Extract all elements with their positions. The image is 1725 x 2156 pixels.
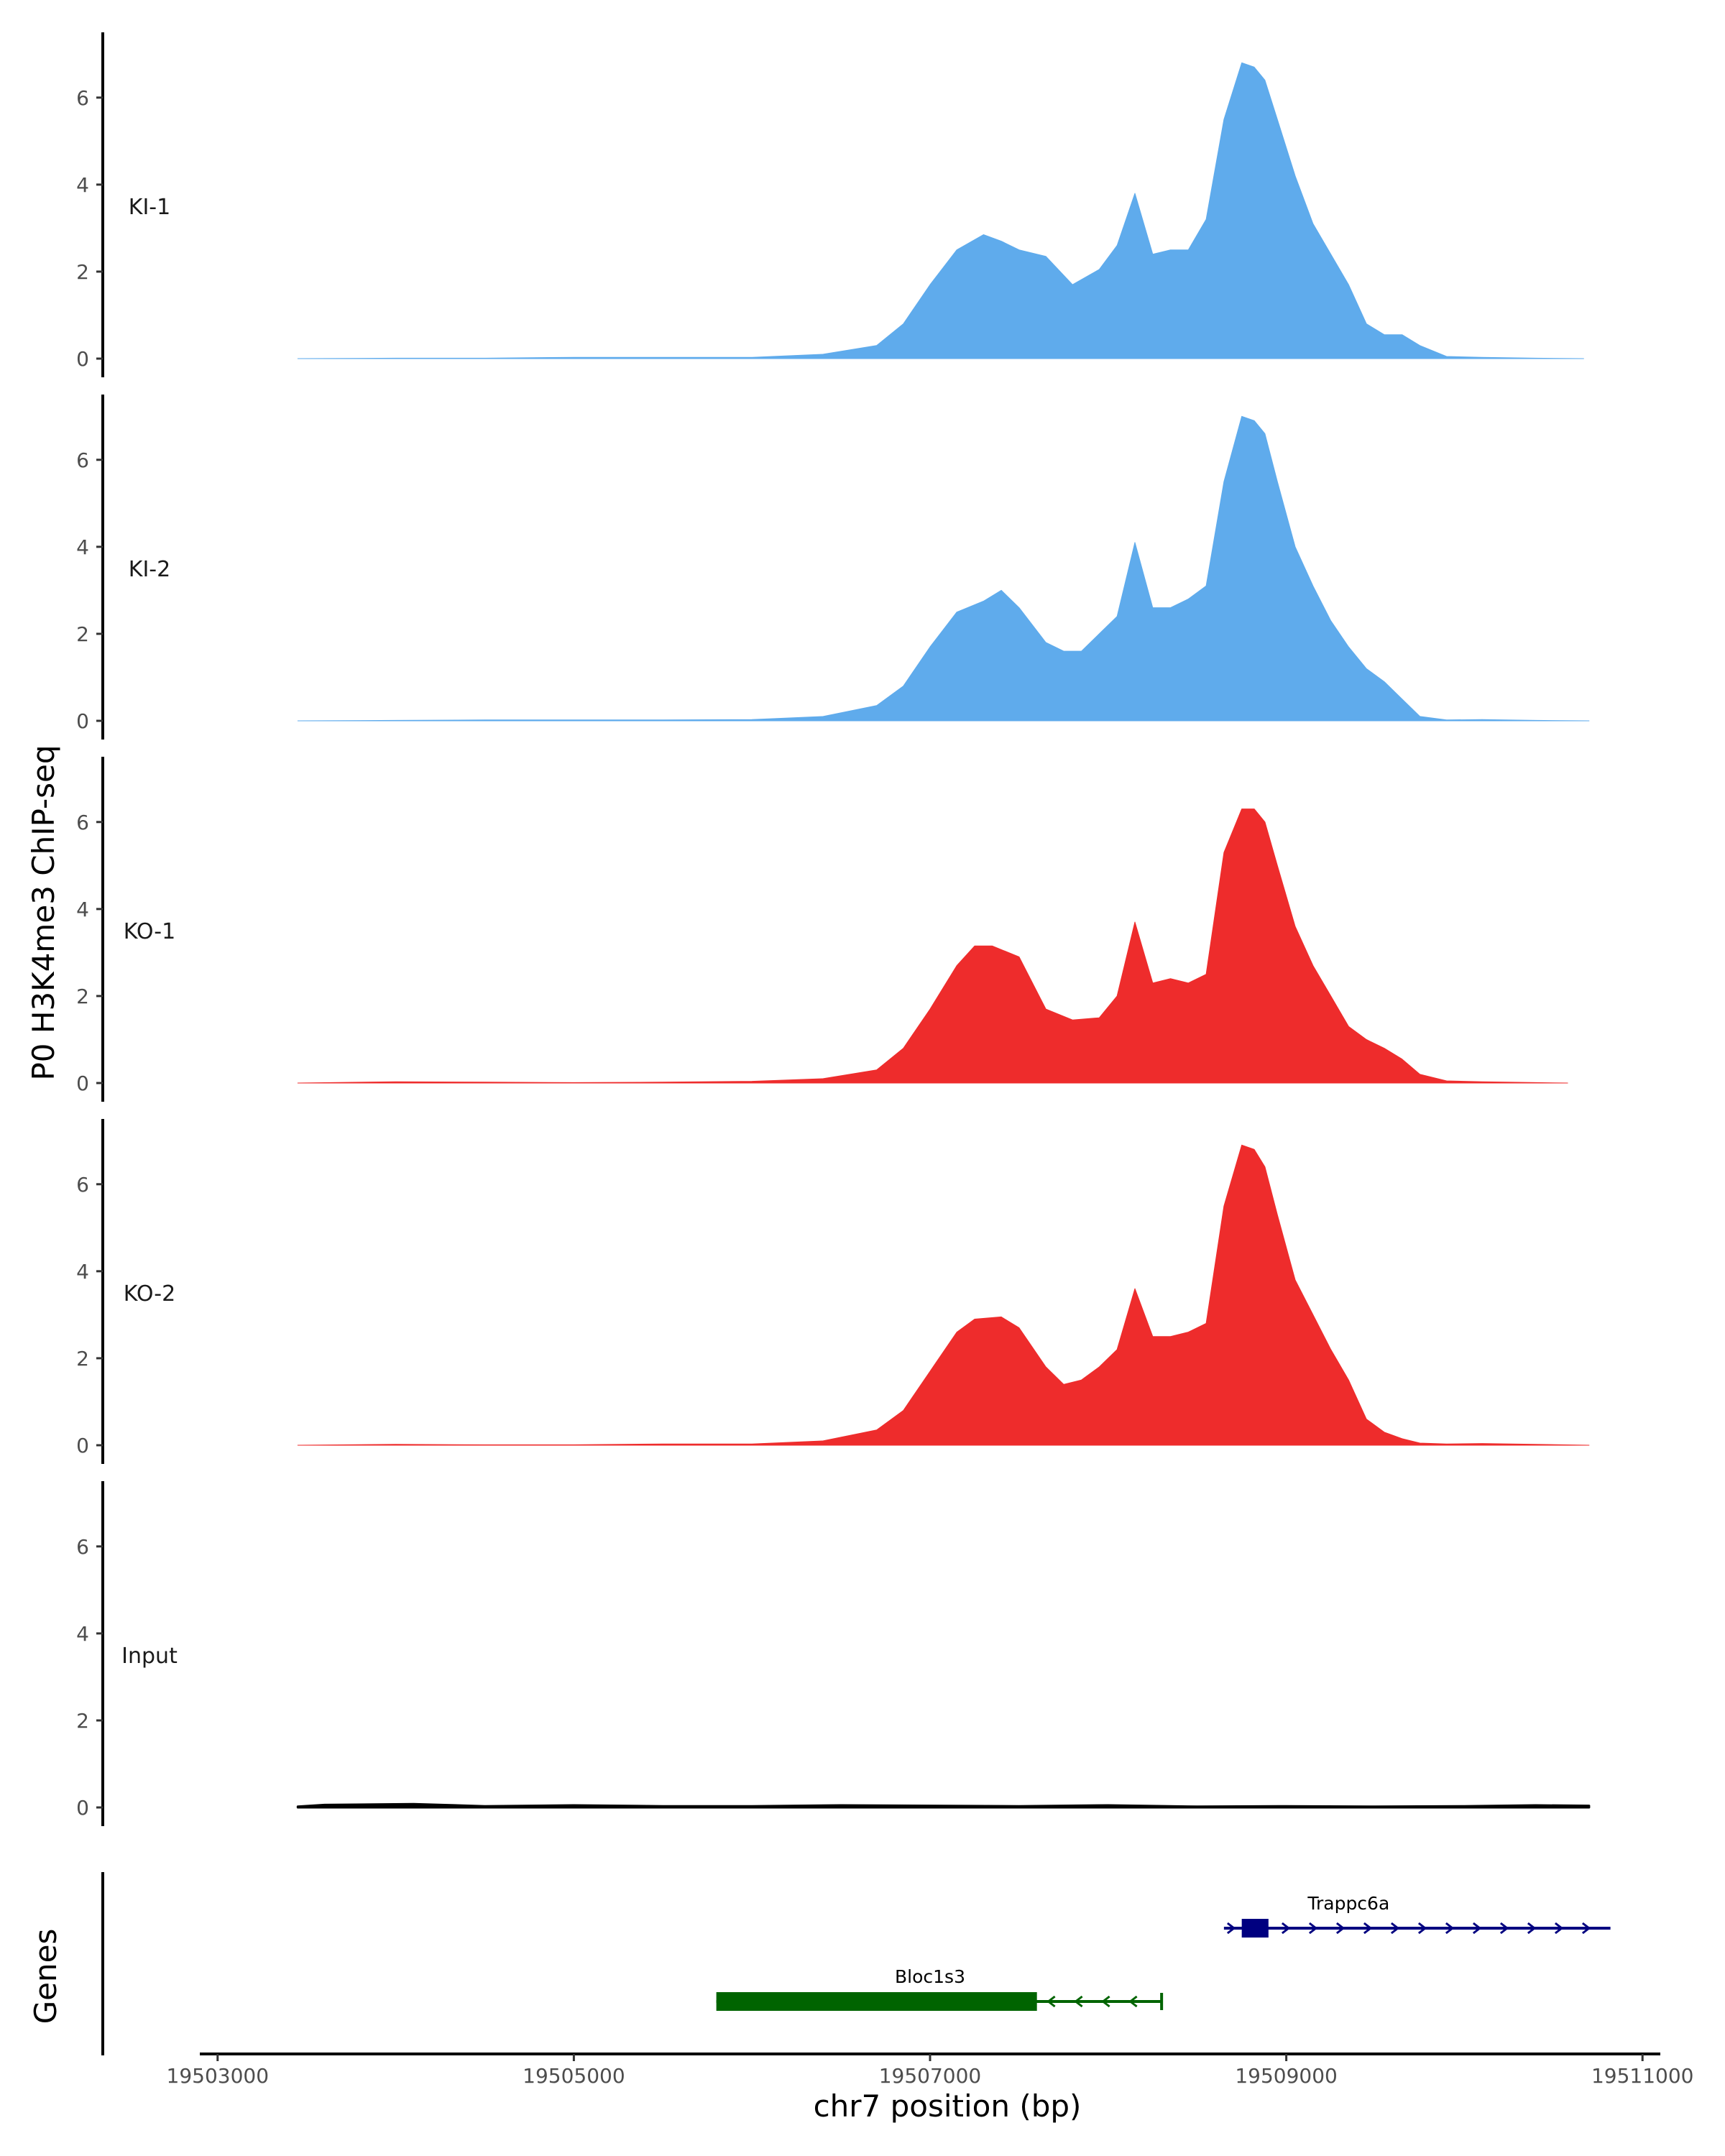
y-axis-title: P0 H3K4me3 ChIP-seq (26, 745, 61, 1080)
y-tick-label-ko-2-0: 0 (76, 1434, 89, 1457)
y-tick-label-input-6: 6 (76, 1535, 89, 1559)
gene-trappc6a: Trappc6a (1223, 1893, 1611, 1938)
y-tick-label-input-4: 4 (76, 1622, 89, 1646)
gene-exon-trappc6a (1241, 1919, 1269, 1938)
coverage-area-ki-2 (297, 415, 1590, 722)
y-tick-label-ko-1-0: 0 (76, 1072, 89, 1095)
track-label-ki-2: KI-2 (129, 557, 170, 582)
x-tick-label-19505000: 19505000 (523, 2064, 625, 2088)
track-ki-1: 0 2 4 6 KI-1 (76, 32, 1584, 377)
strand-arrow-icon (1390, 1922, 1400, 1935)
strand-arrow-icon (1445, 1922, 1455, 1935)
coverage-area-input (296, 1802, 1591, 1809)
x-axis-title: chr7 position (bp) (814, 2088, 1082, 2124)
strand-arrow-icon (1281, 1922, 1291, 1935)
x-axis: 19503000 19505000 19507000 19509000 19511000 (167, 2053, 1694, 2088)
y-tick-label-ki-2-6: 6 (76, 448, 89, 472)
y-tick-label-ko-1-2: 2 (76, 985, 89, 1008)
y-tick-label-ki-2-2: 2 (76, 622, 89, 646)
strand-arrow-icon (1046, 1995, 1056, 2008)
track-label-ki-1: KI-1 (129, 195, 170, 220)
coverage-tracks: 0 2 4 6 KI-1 0 2 4 6 KI-2 0 2 4 6 KO-1 0 2 4 6 KO-2 0 2 4 6 Inpu… (76, 32, 1591, 1826)
strand-arrow-icon (1499, 1922, 1509, 1935)
track-label-ko-2: KO-2 (124, 1281, 175, 1307)
y-tick-label-ko-2-2: 2 (76, 1347, 89, 1370)
x-tick-label-19509000: 19509000 (1235, 2064, 1338, 2088)
genes-axis-title: Genes (28, 1929, 63, 2024)
y-tick-label-ko-1-4: 4 (76, 898, 89, 921)
strand-arrow-icon (1363, 1922, 1373, 1935)
x-tick-label-19507000: 19507000 (879, 2064, 982, 2088)
strand-arrow-icon (1074, 1995, 1083, 2008)
strand-arrow-icon (1554, 1922, 1564, 1935)
gene-label-trappc6a: Trappc6a (1307, 1893, 1389, 1914)
genes-panel: Genes Trappc6a Bloc1s3 (28, 1872, 1611, 2055)
y-tick-label-ki-2-0: 0 (76, 709, 89, 733)
strand-arrow-icon (1335, 1922, 1346, 1935)
strand-arrow-icon (1417, 1922, 1427, 1935)
track-input: 0 2 4 6 Input (76, 1481, 1591, 1826)
gene-bloc1s3: Bloc1s3 (716, 1966, 1164, 2011)
y-tick-label-input-2: 2 (76, 1709, 89, 1733)
strand-arrow-icon (1226, 1922, 1236, 1935)
y-tick-label-input-0: 0 (76, 1796, 89, 1820)
y-tick-label-ki-1-4: 4 (76, 173, 89, 197)
y-tick-label-ko-1-6: 6 (76, 811, 89, 834)
x-tick-label-19511000: 19511000 (1591, 2064, 1694, 2088)
y-tick-label-ko-2-4: 4 (76, 1260, 89, 1284)
track-label-ko-1: KO-1 (124, 919, 175, 944)
track-ko-1: 0 2 4 6 KO-1 (76, 757, 1568, 1102)
y-tick-label-ki-1-0: 0 (76, 347, 89, 371)
strand-arrow-icon (1128, 1995, 1138, 2008)
track-ko-2: 0 2 4 6 KO-2 (76, 1119, 1590, 1464)
strand-arrow-icon (1581, 1922, 1591, 1935)
strand-arrow-icon (1472, 1922, 1482, 1935)
coverage-area-ki-1 (297, 62, 1584, 359)
y-tick-label-ki-1-2: 2 (76, 260, 89, 284)
coverage-area-ko-2 (297, 1144, 1590, 1446)
coverage-area-ko-1 (297, 808, 1568, 1084)
track-ki-2: 0 2 4 6 KI-2 (76, 395, 1590, 740)
strand-arrow-icon (1308, 1922, 1318, 1935)
strand-arrow-icon (1101, 1995, 1110, 2008)
y-tick-label-ki-2-4: 4 (76, 535, 89, 559)
strand-arrow-icon (1527, 1922, 1537, 1935)
y-tick-label-ko-2-6: 6 (76, 1173, 89, 1197)
x-tick-label-19503000: 19503000 (167, 2064, 270, 2088)
y-tick-label-ki-1-6: 6 (76, 86, 89, 110)
track-label-input: Input (121, 1644, 178, 1669)
gene-exon-bloc1s3 (716, 1992, 1037, 2011)
gene-label-bloc1s3: Bloc1s3 (895, 1966, 965, 1987)
